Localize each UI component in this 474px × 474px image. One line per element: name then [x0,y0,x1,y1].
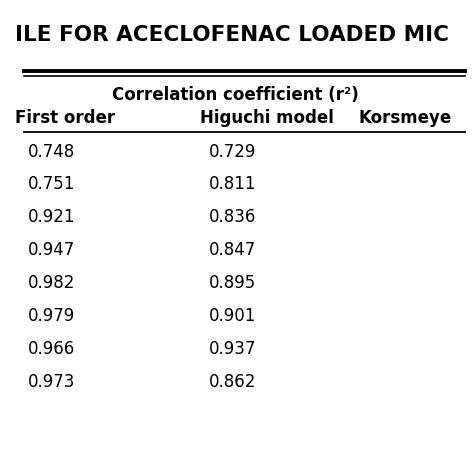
Text: Correlation coefficient (r²): Correlation coefficient (r²) [112,86,359,104]
Text: 0.947: 0.947 [28,241,75,259]
Text: 0.895: 0.895 [209,274,256,292]
Text: 0.811: 0.811 [209,175,256,193]
Text: 0.836: 0.836 [209,208,256,226]
Text: Higuchi model: Higuchi model [200,109,334,127]
Text: 0.751: 0.751 [28,175,75,193]
Text: 0.982: 0.982 [28,274,75,292]
Text: 0.847: 0.847 [209,241,256,259]
Text: 0.729: 0.729 [209,143,256,161]
Text: ILE FOR ACECLOFENAC LOADED MIC: ILE FOR ACECLOFENAC LOADED MIC [15,26,449,46]
Text: 0.862: 0.862 [209,373,256,391]
Text: 0.901: 0.901 [209,307,256,325]
Text: 0.921: 0.921 [28,208,76,226]
Text: 0.979: 0.979 [28,307,75,325]
Text: 0.966: 0.966 [28,340,75,358]
Text: 0.937: 0.937 [209,340,256,358]
Text: 0.748: 0.748 [28,143,75,161]
Text: Korsmeye: Korsmeye [359,109,452,127]
Text: 0.973: 0.973 [28,373,75,391]
Text: First order: First order [15,109,115,127]
